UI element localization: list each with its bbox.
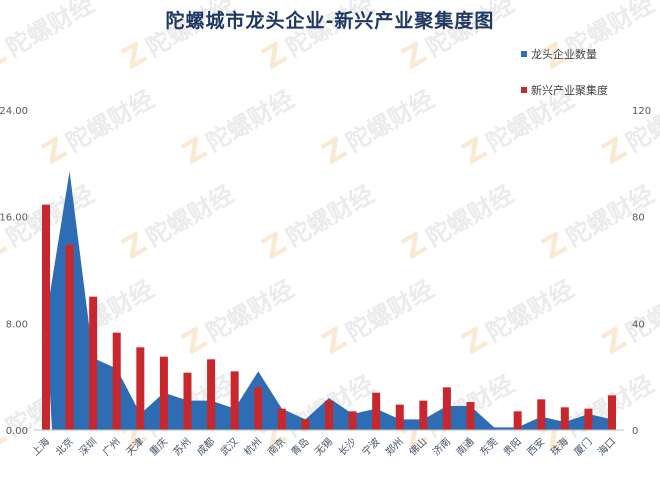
- x-axis-category-label: 海口: [595, 435, 618, 458]
- bar-industry-cluster: [254, 387, 263, 430]
- legend: 龙头企业数量 新兴产业聚集度: [521, 47, 608, 119]
- bar-industry-cluster: [89, 296, 98, 430]
- bar-industry-cluster: [537, 399, 546, 430]
- bar-industry-cluster: [608, 395, 616, 430]
- legend-swatch-red-icon: [521, 87, 527, 93]
- legend-item-industry-cluster: 新兴产业聚集度: [521, 83, 608, 97]
- bar-industry-cluster: [42, 204, 50, 430]
- bar-industry-cluster: [159, 356, 168, 430]
- x-axis-category-label: 武汉: [217, 435, 240, 458]
- x-axis-category-label: 厦门: [571, 435, 594, 458]
- x-axis-category-label: 宁波: [359, 435, 382, 458]
- right-axis-tick: 40: [632, 319, 645, 330]
- chart-title: 陀螺城市龙头企业-新兴产业聚集度图: [165, 10, 495, 32]
- bar-industry-cluster: [466, 402, 475, 430]
- bar-industry-cluster: [513, 411, 522, 430]
- left-axis-tick: 8.00: [6, 319, 28, 330]
- x-axis-category-label: 南京: [265, 435, 288, 458]
- legend-label: 龙头企业数量: [531, 48, 597, 61]
- bar-industry-cluster: [372, 392, 381, 430]
- bar-industry-cluster: [112, 332, 121, 430]
- x-axis-category-label: 北京: [52, 435, 75, 458]
- bar-industry-cluster: [348, 411, 357, 430]
- x-axis-category-label: 郑州: [383, 435, 406, 458]
- x-axis-category-label: 深圳: [77, 436, 100, 459]
- bar-industry-cluster: [183, 372, 192, 430]
- bar-industry-cluster: [325, 400, 333, 430]
- legend-label: 新兴产业聚集度: [531, 84, 608, 97]
- x-axis-category-label: 重庆: [147, 435, 170, 458]
- bar-industry-cluster: [230, 371, 239, 430]
- bar-industry-cluster: [136, 347, 145, 430]
- left-axis-tick: 16.00: [0, 213, 28, 224]
- bar-industry-cluster: [584, 408, 593, 430]
- x-axis-category-label: 杭州: [241, 435, 264, 458]
- x-axis-category-label: 珠海: [548, 435, 571, 458]
- bar-industry-cluster: [207, 359, 216, 430]
- right-axis-tick: 120: [632, 106, 651, 117]
- legend-swatch-blue-icon: [521, 51, 527, 57]
- bar-industry-cluster: [560, 407, 569, 430]
- bar-industry-cluster: [277, 408, 286, 430]
- bar-industry-cluster: [395, 404, 404, 430]
- bar-industry-cluster: [419, 400, 428, 430]
- x-axis-category-label: 南通: [453, 435, 476, 458]
- legend-item-leading-enterprises: 龙头企业数量: [521, 47, 608, 61]
- x-axis-category-label: 无锡: [312, 435, 335, 458]
- x-axis-category-label: 济南: [430, 435, 453, 458]
- bar-industry-cluster: [301, 419, 310, 430]
- area-series-leading-enterprises: [46, 171, 612, 431]
- x-axis-category-label: 贵阳: [500, 435, 523, 458]
- left-axis-tick: 0.00: [6, 426, 28, 437]
- x-axis-category-label: 上海: [29, 435, 52, 458]
- x-axis-category-label: 苏州: [170, 435, 193, 458]
- left-axis-tick: 24.00: [0, 106, 28, 117]
- x-axis-category-label: 佛山: [406, 435, 429, 458]
- bar-industry-cluster: [442, 387, 451, 430]
- x-axis-category-label: 青岛: [288, 435, 311, 458]
- x-axis-category-label: 长沙: [336, 436, 359, 459]
- bar-industry-cluster: [65, 244, 74, 430]
- x-axis-category-label: 成都: [195, 436, 218, 459]
- right-axis-tick: 0: [632, 426, 638, 437]
- x-axis-category-label: 广州: [100, 436, 123, 459]
- x-axis-category-label: 天津: [124, 436, 147, 459]
- x-axis-category-label: 西安: [524, 435, 547, 458]
- right-axis-tick: 80: [632, 213, 645, 224]
- x-axis-category-label: 东莞: [477, 435, 500, 458]
